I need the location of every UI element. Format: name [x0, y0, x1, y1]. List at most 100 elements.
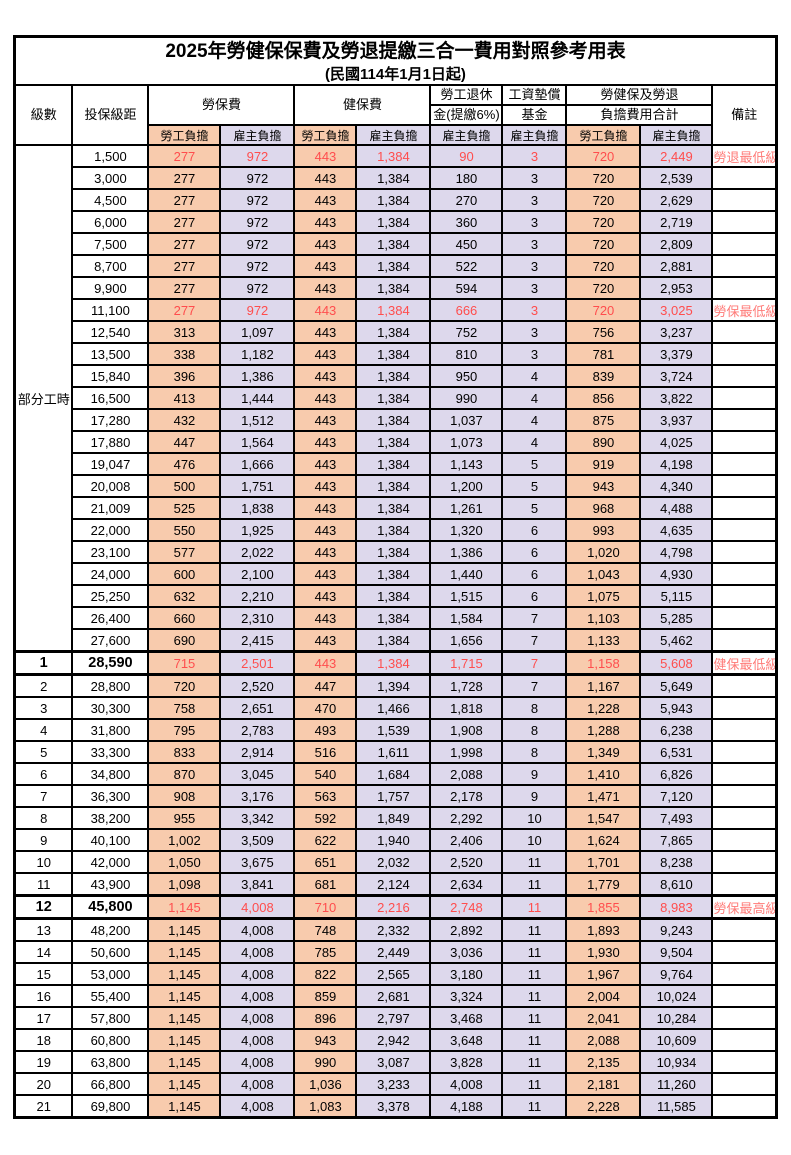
value-cell: 1,384: [355, 386, 432, 410]
value-cell: 720: [565, 254, 642, 278]
value-cell: 443: [293, 584, 358, 608]
bracket-cell: 57,800: [71, 1006, 150, 1030]
value-cell: 1,838: [219, 496, 296, 520]
value-cell: 720: [565, 298, 642, 322]
value-cell: 500: [147, 474, 222, 498]
remark-cell: [711, 850, 778, 874]
value-cell: 710: [293, 894, 358, 920]
value-cell: 896: [293, 1006, 358, 1030]
value-cell: 4,008: [219, 1094, 296, 1119]
remark-cell: [711, 452, 778, 476]
value-cell: 1,145: [147, 917, 222, 942]
table-row: 3,000 277 972 443 1,384 180 3 720 2,539: [14, 166, 778, 190]
value-cell: 943: [565, 474, 642, 498]
value-cell: 1,701: [565, 850, 642, 874]
value-cell: 1,103: [565, 606, 642, 630]
remark-cell: [711, 1072, 778, 1096]
table-row: 11 43,900 1,098 3,841 681 2,124 2,634 11 1,779 8,…: [13, 872, 778, 897]
value-cell: 7: [501, 673, 568, 698]
value-cell: 9,243: [639, 917, 714, 942]
value-cell: 2,783: [219, 718, 296, 742]
value-cell: 2,216: [355, 894, 432, 920]
value-cell: 1,384: [355, 650, 432, 676]
table-row: 19,047 476 1,666 443 1,384 1,143 5 919 4,198: [14, 452, 778, 476]
bracket-cell: 8,700: [71, 254, 150, 278]
value-cell: 2,914: [219, 740, 296, 764]
value-cell: 5,649: [639, 673, 714, 698]
value-cell: 563: [293, 784, 358, 808]
value-cell: 8: [501, 696, 568, 720]
col-header-wage-fund-line2: 基金: [501, 104, 568, 126]
value-cell: 3,509: [219, 828, 296, 852]
table-row: 14 50,600 1,145 4,008 785 2,449 3,036 11 1,930 9,…: [13, 940, 778, 964]
value-cell: 2,449: [355, 940, 432, 964]
value-cell: 9: [501, 784, 568, 808]
value-cell: 1,384: [355, 452, 432, 476]
value-cell: 1,386: [219, 364, 296, 388]
value-cell: 6,826: [639, 762, 714, 786]
bracket-cell: 6,000: [71, 210, 150, 234]
value-cell: 180: [429, 166, 504, 190]
value-cell: 890: [565, 430, 642, 454]
value-cell: 968: [565, 496, 642, 520]
value-cell: 1,349: [565, 740, 642, 764]
value-cell: 277: [147, 188, 222, 212]
value-cell: 1,410: [565, 762, 642, 786]
value-cell: 277: [147, 232, 222, 256]
remark-cell: [711, 1094, 778, 1119]
remark-cell: [711, 940, 778, 964]
value-cell: 3: [501, 276, 568, 300]
table-row: 4 31,800 795 2,783 493 1,539 1,908 8 1,288 6,238: [13, 718, 778, 742]
value-cell: 2,634: [429, 872, 504, 897]
value-cell: 1,512: [219, 408, 296, 432]
value-cell: 720: [565, 188, 642, 212]
table-row: 27,600 690 2,415 443 1,384 1,656 7 1,133 5,462: [14, 628, 778, 653]
table-row: 6 34,800 870 3,045 540 1,684 2,088 9 1,410 6,826: [13, 762, 778, 786]
remark-cell: [711, 210, 778, 234]
value-cell: 443: [293, 188, 358, 212]
level-cell: 3: [13, 696, 74, 720]
value-cell: 90: [429, 144, 504, 168]
table-title: 2025年勞健保保費及勞退提繳三合一費用對照參考用表: [165, 40, 626, 62]
level-cell: 17: [13, 1006, 74, 1030]
table-row: 21,009 525 1,838 443 1,384 1,261 5 968 4,488: [14, 496, 778, 520]
table-body: 部分工時1,5002779724431,3849037202,449勞退最低級距…: [13, 144, 778, 1119]
remark-cell: 健保最低級距: [711, 650, 778, 676]
level-cell: 12: [13, 894, 74, 920]
value-cell: 5,608: [639, 650, 714, 676]
value-cell: 2,881: [639, 254, 714, 278]
value-cell: 313: [147, 320, 222, 344]
value-cell: 1,384: [355, 474, 432, 498]
level-cell: 21: [13, 1094, 74, 1119]
remark-cell: 勞退最低級距: [711, 144, 778, 168]
value-cell: 622: [293, 828, 358, 852]
value-cell: 413: [147, 386, 222, 410]
subheader-health-employee: 勞工負擔: [293, 124, 358, 146]
value-cell: 1,384: [355, 496, 432, 520]
value-cell: 443: [293, 364, 358, 388]
value-cell: 1,158: [565, 650, 642, 676]
value-cell: 1,728: [429, 673, 504, 698]
value-cell: 3: [501, 144, 568, 168]
value-cell: 3: [501, 298, 568, 322]
value-cell: 11,585: [639, 1094, 714, 1119]
value-cell: 2,520: [429, 850, 504, 874]
value-cell: 2,210: [219, 584, 296, 608]
value-cell: 3: [501, 188, 568, 212]
bracket-cell: 24,000: [71, 562, 150, 586]
subheader-pension-employer: 雇主負擔: [429, 124, 504, 146]
value-cell: 720: [565, 232, 642, 256]
bracket-cell: 48,200: [71, 917, 150, 942]
value-cell: 1,384: [355, 188, 432, 212]
remark-cell: [711, 673, 778, 698]
value-cell: 443: [293, 210, 358, 234]
header-row-2: 金(提繳6%) 基金 負擔費用合計: [14, 104, 776, 126]
value-cell: 443: [293, 144, 358, 168]
value-cell: 632: [147, 584, 222, 608]
value-cell: 2,088: [565, 1028, 642, 1052]
value-cell: 1,757: [355, 784, 432, 808]
value-cell: 1,320: [429, 518, 504, 542]
value-cell: 6,531: [639, 740, 714, 764]
remark-cell: [711, 232, 778, 256]
bracket-cell: 40,100: [71, 828, 150, 852]
